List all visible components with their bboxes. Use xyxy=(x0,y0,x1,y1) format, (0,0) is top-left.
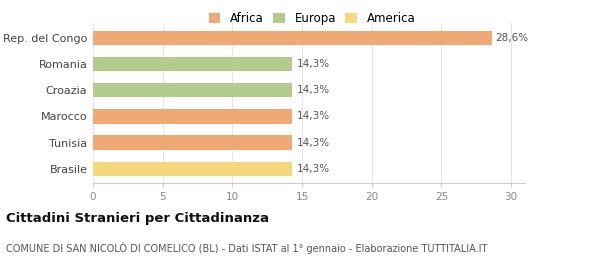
Text: 14,3%: 14,3% xyxy=(296,164,329,174)
Text: 14,3%: 14,3% xyxy=(296,85,329,95)
Bar xyxy=(93,109,292,124)
Bar xyxy=(93,162,292,176)
Bar xyxy=(93,31,491,45)
Bar xyxy=(93,83,292,98)
Text: COMUNE DI SAN NICOLÒ DI COMELICO (BL) - Dati ISTAT al 1° gennaio - Elaborazione : COMUNE DI SAN NICOLÒ DI COMELICO (BL) - … xyxy=(6,242,487,254)
Bar xyxy=(93,135,292,150)
Text: 14,3%: 14,3% xyxy=(296,138,329,148)
Legend: Africa, Europa, America: Africa, Europa, America xyxy=(206,10,418,28)
Text: 28,6%: 28,6% xyxy=(496,33,529,43)
Bar xyxy=(93,57,292,71)
Text: 14,3%: 14,3% xyxy=(296,59,329,69)
Text: Cittadini Stranieri per Cittadinanza: Cittadini Stranieri per Cittadinanza xyxy=(6,212,269,225)
Text: 14,3%: 14,3% xyxy=(296,112,329,121)
